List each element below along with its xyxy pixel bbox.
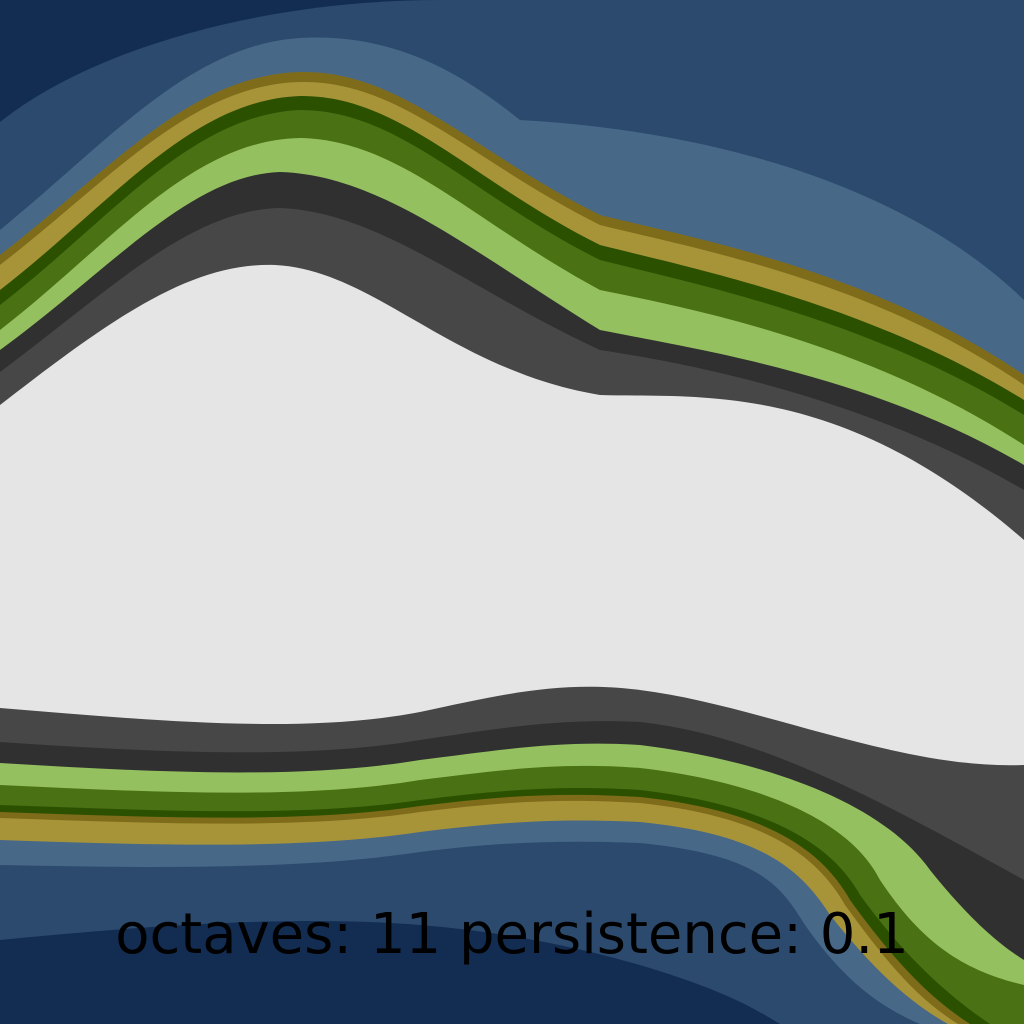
deep-water-band-lower: [0, 920, 780, 1024]
caption-text: octaves: 11 persistence: 0.1: [115, 902, 909, 967]
